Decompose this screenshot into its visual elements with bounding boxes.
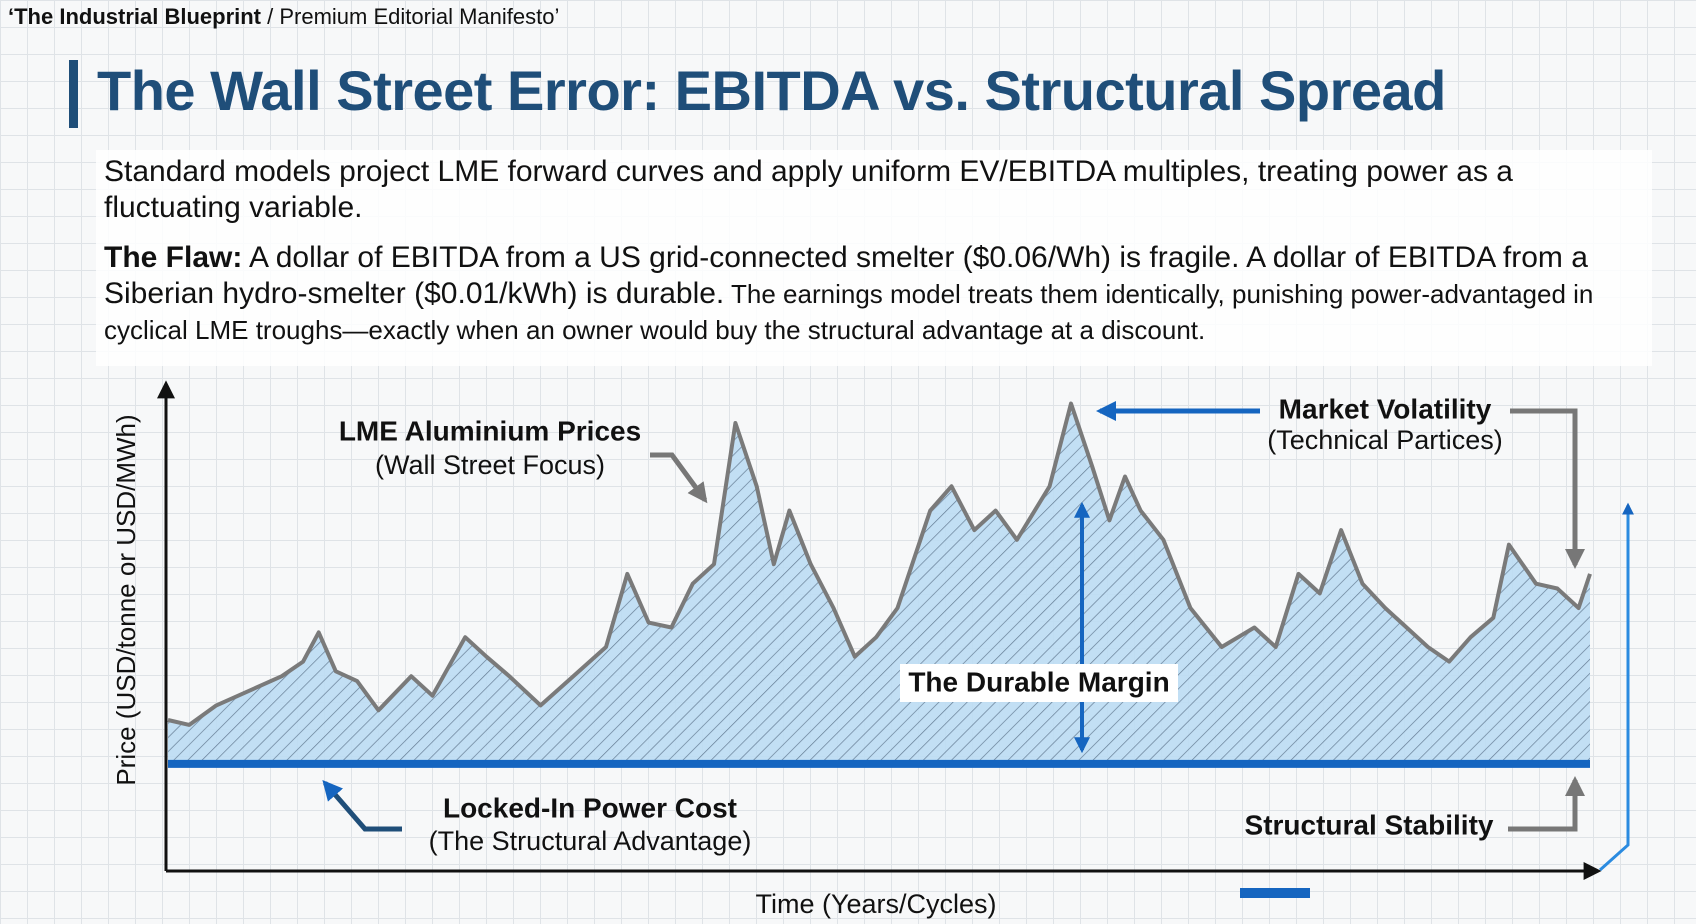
paragraph: Standard models project LME forward curv… [104,155,1513,224]
y-axis-label: Price (USD/tonne or USD/MWh) [111,414,141,785]
plot [167,401,1592,777]
annotation: The Durable Margin [908,666,1169,697]
decor [1599,502,1634,872]
price-line [167,401,1592,727]
annotation: LME Aluminium Prices [339,415,641,446]
arrow [322,779,402,832]
annotation: (Technical Partices) [1267,425,1503,455]
annotation: Market Volatility [1279,393,1492,424]
body: Standard models project LME forward curv… [96,150,1652,366]
annotation: (The Structural Advantage) [429,826,752,856]
label-bg [900,664,1178,702]
lead: The Flaw: [104,241,243,274]
title: The Wall Street Error: EBITDA vs. Struct… [97,59,1446,122]
paragraph: The Flaw: A dollar of EBITDA from a US g… [104,240,1644,348]
annotation: Locked-In Power Cost [443,792,737,823]
header: ‘The Industrial Blueprint / Premium Edit… [8,4,559,30]
arrow [1510,408,1585,569]
header-subtitle: / Premium Editorial Manifesto’ [261,4,560,29]
annotation: (Wall Street Focus) [375,450,605,480]
arrow [1508,776,1585,832]
x-axis-label: Time (Years/Cycles) [755,889,996,919]
text: The earnings model treats them identical… [104,279,1594,345]
price-area [168,403,1590,764]
title-bar [69,60,78,128]
arrow [650,452,708,504]
brand: ‘The Industrial Blueprint [8,4,262,29]
annotation: Structural Stability [1245,809,1494,840]
text: A dollar of EBITDA from a US grid-connec… [104,241,1588,310]
